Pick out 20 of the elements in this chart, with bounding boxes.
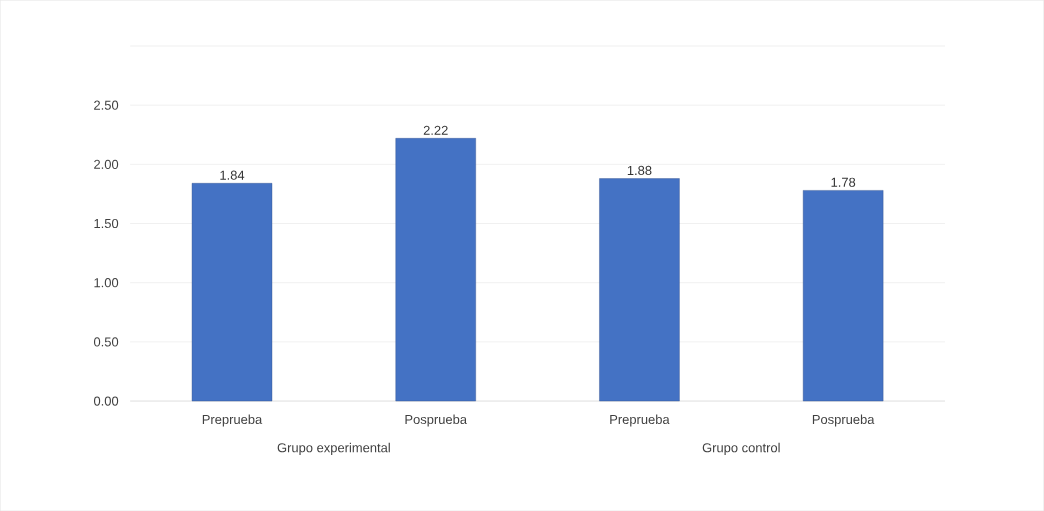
y-tick-label: 0.00 bbox=[93, 396, 119, 406]
data-label: 2.22 bbox=[423, 125, 448, 135]
data-label: 1.88 bbox=[627, 165, 652, 175]
y-tick-label: 1.50 bbox=[94, 218, 119, 229]
x-tick-label: Posprueba bbox=[812, 414, 875, 427]
y-tick-label: 2.00 bbox=[94, 159, 119, 169]
y-tick-label: 0.50 bbox=[93, 337, 119, 347]
x-tick-label: Preprueba bbox=[610, 414, 670, 427]
text: Grupo experimental bbox=[277, 442, 390, 455]
y-tick-label: 1.00 bbox=[94, 278, 119, 288]
x-tick-label: Preprueba bbox=[202, 414, 263, 427]
y-tick-label: 2.50 bbox=[94, 100, 119, 110]
bar bbox=[395, 138, 476, 402]
bar bbox=[191, 183, 273, 402]
bar bbox=[802, 190, 884, 402]
data-label: 1.78 bbox=[831, 177, 856, 187]
data-label: 1.84 bbox=[220, 170, 245, 180]
bar bbox=[599, 178, 680, 402]
text: Grupo control bbox=[702, 442, 780, 455]
x-tick-label: Posprueba bbox=[405, 414, 468, 427]
